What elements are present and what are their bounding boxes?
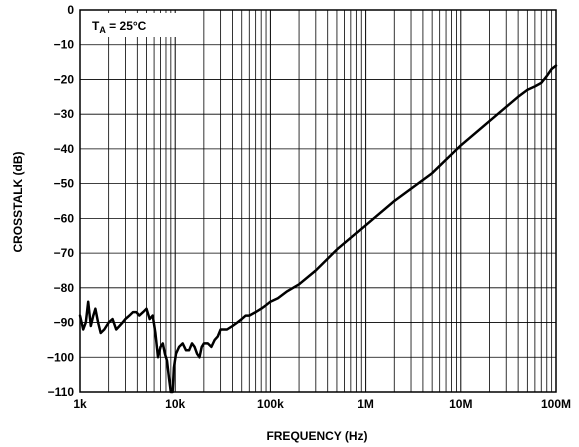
x-tick-label: 10k xyxy=(165,397,185,411)
annotation-rest: = 25°C xyxy=(106,19,147,33)
y-tick-label: −100 xyxy=(47,350,74,364)
y-tick-label: −70 xyxy=(54,246,75,260)
x-tick-label: 100M xyxy=(541,397,571,411)
y-tick-label: −50 xyxy=(54,177,75,191)
y-tick-label: −110 xyxy=(48,385,75,399)
x-tick-label: 10M xyxy=(449,397,472,411)
grid-lines xyxy=(79,9,556,393)
plot-frame xyxy=(79,9,557,393)
y-tick-label: −90 xyxy=(54,316,75,330)
x-tick-label: 1k xyxy=(73,397,87,411)
y-tick-labels: 0 −10 −20 −30 −40 −50 −60 −70 −80 −90 −100 −110 xyxy=(47,3,74,399)
y-tick-label: 0 xyxy=(67,3,74,17)
x-tick-labels: 1k 10k 100k 1M 10M 100M xyxy=(73,397,571,411)
y-tick-label: −20 xyxy=(54,72,75,86)
temperature-annotation: TA = 25°C xyxy=(92,19,147,35)
series-layer xyxy=(78,64,558,394)
y-tick-label: −30 xyxy=(54,107,75,121)
y-axis-label: CROSSTALK (dB) xyxy=(11,151,25,252)
x-tick-label: 1M xyxy=(357,397,374,411)
annotation-subscript: A xyxy=(99,25,106,35)
annotation-main: T xyxy=(92,19,100,33)
crosstalk-series-line xyxy=(78,64,558,394)
x-tick-label: 100k xyxy=(257,397,284,411)
y-tick-label: −80 xyxy=(54,281,75,295)
x-axis-label: FREQUENCY (Hz) xyxy=(266,429,367,443)
y-tick-label: −60 xyxy=(54,211,75,225)
y-tick-label: −40 xyxy=(54,142,75,156)
annotation-box xyxy=(84,13,176,37)
y-tick-label: −10 xyxy=(54,38,75,52)
